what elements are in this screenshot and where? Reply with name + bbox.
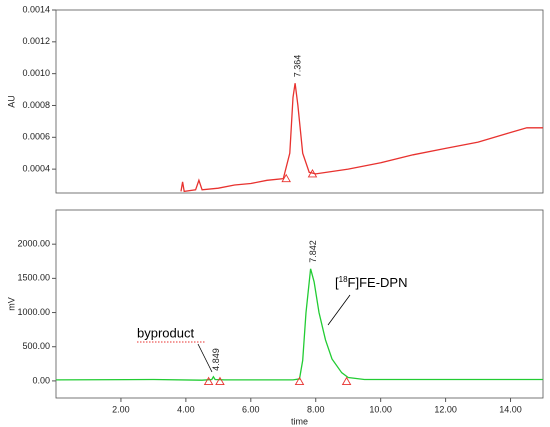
peak-label: 4.849: [211, 348, 221, 371]
y-axis-label: mV: [6, 297, 16, 311]
x-tick-label: 12.00: [434, 404, 457, 414]
x-tick-label: 4.00: [177, 404, 195, 414]
x-tick-label: 10.00: [369, 404, 392, 414]
data-line: [55, 268, 543, 381]
y-tick-label: 1500.00: [17, 273, 50, 283]
integration-mark: [341, 376, 352, 386]
annotation-part: 18: [339, 275, 348, 284]
y-tick-label: 0.0014: [22, 4, 50, 14]
integration-mark: [307, 168, 318, 178]
y-tick-label: 2000.00: [17, 239, 50, 249]
y-tick-label: 500.00: [22, 341, 50, 351]
integration-mark: [203, 376, 214, 386]
y-tick-label: 0.0004: [22, 164, 50, 174]
annotation-part: [: [335, 275, 339, 290]
data-line: [180, 83, 543, 193]
x-axis-label: time: [291, 416, 308, 426]
y-tick-label: 0.0008: [22, 100, 50, 110]
leader-line: [197, 343, 213, 373]
annotation: [18F]FE-DPN: [335, 275, 407, 291]
x-tick-label: 6.00: [242, 404, 260, 414]
peak-label: 7.364: [292, 55, 302, 78]
y-tick-label: 1000.00: [17, 307, 50, 317]
x-tick-label: 14.00: [499, 404, 522, 414]
y-tick-label: 0.00: [32, 375, 50, 385]
y-tick-label: 0.0010: [22, 68, 50, 78]
integration-mark: [281, 173, 291, 183]
plot-frame: [55, 209, 544, 399]
x-tick-label: 2.00: [112, 404, 130, 414]
x-tick-label: 8.00: [307, 404, 325, 414]
annotation: byproduct: [137, 325, 194, 340]
y-tick-label: 0.0012: [22, 36, 50, 46]
plot-frame: [55, 9, 544, 194]
peak-label: 7.842: [308, 240, 318, 263]
annotation-part: F]FE-DPN: [348, 275, 408, 290]
integration-mark: [294, 376, 305, 386]
y-tick-label: 0.0006: [22, 132, 50, 142]
leader-line: [327, 294, 351, 326]
y-axis-label: AU: [6, 95, 16, 108]
integration-mark: [215, 376, 225, 386]
